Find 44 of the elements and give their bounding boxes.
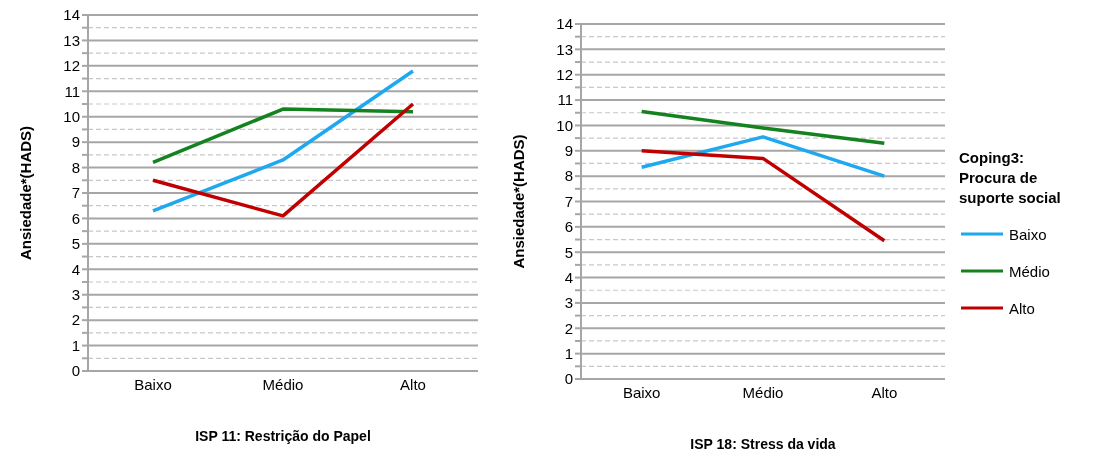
y-tick-label: 1	[564, 344, 573, 362]
y-tick-label: 3	[71, 286, 80, 304]
y-axis-title: Ansiedade*(HADS)	[510, 134, 528, 269]
y-tick-label: 7	[71, 184, 80, 202]
y-tick-label: 10	[63, 108, 80, 126]
y-tick-label: 12	[63, 57, 80, 75]
x-tick-label: Baixo	[622, 383, 661, 401]
y-tick-label: 5	[71, 235, 80, 253]
x-tick-label: Baixo	[134, 375, 172, 393]
y-tick-label: 7	[564, 192, 573, 210]
x-tick-label: Médio	[742, 383, 784, 401]
y-tick-label: 0	[564, 370, 573, 388]
x-tick-label: Alto	[400, 375, 426, 393]
legend-label: Médio	[1009, 262, 1050, 280]
y-tick-label: 0	[71, 362, 80, 380]
y-tick-label: 2	[564, 319, 573, 337]
x-axis-title: ISP 18: Stress da vida	[690, 436, 836, 452]
y-tick-label: 6	[564, 218, 573, 236]
y-tick-label: 13	[556, 40, 573, 58]
x-axis-title: ISP 11: Restrição do Papel	[195, 428, 371, 444]
y-tick-label: 4	[564, 268, 573, 286]
y-tick-label: 6	[71, 209, 80, 227]
y-tick-label: 13	[63, 31, 80, 49]
x-tick-label: Alto	[871, 383, 898, 401]
y-tick-label: 8	[564, 167, 573, 185]
legend-label: Alto	[1009, 299, 1035, 317]
y-tick-label: 10	[556, 116, 573, 134]
y-tick-label: 4	[71, 260, 80, 278]
legend-title: Coping3: Procura de suporte social	[959, 147, 1062, 208]
y-axis-title: Ansiedade*(HADS)	[17, 125, 35, 261]
y-tick-label: 3	[564, 294, 573, 312]
y-tick-label: 5	[564, 243, 573, 261]
y-tick-label: 14	[556, 15, 573, 33]
y-tick-label: 2	[71, 311, 80, 329]
y-tick-label: 9	[71, 133, 80, 151]
y-tick-label: 11	[64, 82, 80, 100]
y-tick-label: 14	[63, 6, 80, 24]
y-tick-label: 1	[71, 336, 80, 354]
legend-label: Baixo	[1009, 225, 1047, 243]
y-tick-label: 8	[71, 158, 80, 176]
x-tick-label: Médio	[262, 375, 304, 393]
y-tick-label: 12	[556, 66, 573, 84]
y-tick-label: 9	[564, 142, 573, 160]
y-tick-label: 11	[557, 91, 573, 109]
